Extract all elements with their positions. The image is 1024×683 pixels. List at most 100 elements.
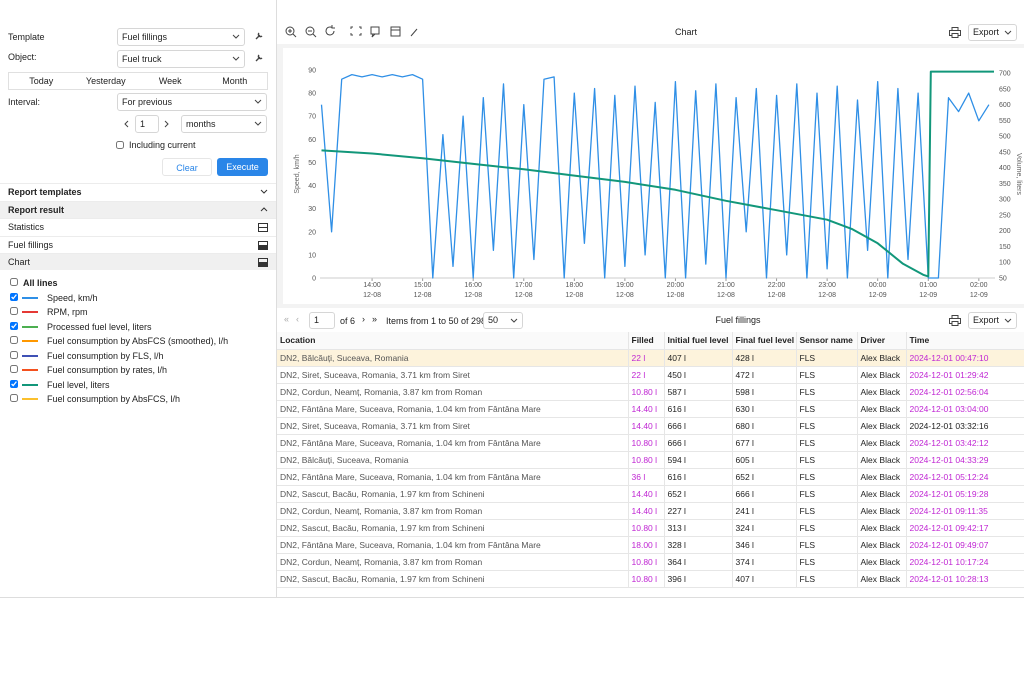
header-row: Location Filled Initial fuel level Final fu… [277,332,1024,350]
line-checkbox[interactable] [10,365,18,373]
settings-icon[interactable] [254,31,264,41]
table-row[interactable]: DN2, Cordun, Neamț, Romania, 3.87 km fro… [277,553,1024,571]
period-tab[interactable]: Yesterday [85,76,126,86]
clear-button[interactable]: Clear [162,158,212,176]
table-row[interactable]: DN2, Fântâna Mare, Suceava, Romania, 1.0… [277,468,1024,486]
print-icon[interactable] [949,315,961,326]
table-row[interactable]: DN2, Sascut, Bacău, Romania, 1.97 km fro… [277,570,1024,588]
line-checkbox[interactable] [10,292,18,301]
export-select[interactable]: Export [968,24,1017,41]
table-row[interactable]: DN2, Bălcăuți, Suceava, Romania 10.80 l 59… [277,451,1024,469]
print-icon[interactable] [949,27,961,38]
period-tab[interactable]: Today [29,76,54,86]
table-cell: 680 l [732,417,797,435]
prev-page[interactable]: ‹ [296,314,299,324]
table-cell: DN2, Siret, Suceava, Romania, 3.71 km fr… [277,417,629,435]
page-input[interactable]: 1 [309,312,335,329]
table-cell: FLS [796,400,858,418]
line-checkbox[interactable] [10,321,18,330]
table-row[interactable]: DN2, Fântâna Mare, Suceava, Romania, 1.0… [277,536,1024,554]
table-cell: 2024-12-01 09:11:35 [906,502,1024,520]
table-row[interactable]: DN2, Fântâna Mare, Suceava, Romania, 1.0… [277,400,1024,418]
table-cell: DN2, Fântâna Mare, Suceava, Romania, 1.0… [277,434,629,452]
y2-tick-label: 400 [999,165,1011,172]
export-select[interactable]: Export [968,312,1017,329]
section-header[interactable]: Report result [0,201,276,218]
execute-button[interactable]: Execute [217,158,268,176]
period-tab[interactable]: Month [222,76,248,86]
table-row[interactable]: DN2, Fântâna Mare, Suceava, Romania, 1.0… [277,434,1024,452]
result-row[interactable]: Chart [0,253,276,270]
line-swatch [22,296,38,299]
line-list: All lines Speed, km/h RPM, rpm Processed fu… [0,277,276,417]
object-value: Fuel truck [122,54,162,64]
table-cell: 2024-12-01 05:12:24 [906,468,1024,486]
table-row[interactable]: DN2, Bălcăuți, Suceava, Romania 22 l 407 l… [277,349,1024,367]
template-select[interactable]: Fuel fillings [117,28,245,46]
draw[interactable] [410,28,418,37]
table-row[interactable]: DN2, Sascut, Bacău, Romania, 1.97 km fro… [277,519,1024,537]
zoom-in[interactable] [285,26,297,38]
object-select[interactable]: Fuel truck [117,50,245,68]
reset-zoom[interactable] [325,25,335,36]
table-row[interactable]: DN2, Sascut, Bacău, Romania, 1.97 km fro… [277,485,1024,503]
line-checkbox[interactable] [10,307,18,315]
first-page[interactable]: « [284,314,290,324]
result-row[interactable]: Statistics [0,218,276,235]
increment[interactable] [164,120,170,128]
line-swatch [22,354,38,357]
table-cell: DN2, Cordun, Neamț, Romania, 3.87 km fro… [277,502,629,520]
line-checkbox[interactable] [10,336,18,344]
y-tick-label: 30 [308,206,316,213]
chevron [254,99,262,104]
table-body: DN2, Bălcăuți, Suceava, Romania 22 l 407 l… [277,349,1024,588]
per-page-select[interactable]: 50 [483,312,523,329]
next-page[interactable]: › [362,314,365,324]
table-title: Fuel fillings [715,315,761,325]
calendar[interactable] [390,26,401,37]
zoom-out[interactable] [305,26,317,38]
interval-select[interactable]: For previous [117,93,267,111]
settings-icon[interactable] [254,53,264,63]
table-cell: 227 l [664,502,733,520]
count-input[interactable]: 1 [135,115,159,133]
period-tabs: Today Yesterday Week Month [8,72,268,90]
table-row[interactable]: DN2, Siret, Suceava, Romania, 3.71 km fr… [277,366,1024,384]
select-area[interactable] [350,26,362,36]
line-swatch [22,311,38,313]
table-cell: Alex Black [857,519,907,537]
y2-tick-label: 600 [999,102,1011,109]
line-checkbox[interactable] [10,278,18,286]
y-tick-label: 80 [308,91,316,98]
result-row[interactable]: Fuel fillings [0,236,276,253]
period-tab[interactable]: Week [158,76,182,86]
x-tick-label: 00:00 12-09 [869,282,887,299]
table-cell: Alex Black [857,536,907,554]
y-axis-label: Speed, km/h [294,154,301,193]
table-cell: 2024-12-01 09:49:07 [906,536,1024,554]
table-cell: 677 l [732,434,797,452]
table-cell: Alex Black [857,366,907,384]
chart-icon [258,258,268,267]
decrement[interactable] [124,120,130,128]
table-cell: FLS [796,451,858,469]
line-name: Fuel consumption by AbsFCS (smoothed), l… [47,336,229,346]
column-header: Final fuel level [732,332,797,350]
y2-tick-label: 300 [999,197,1011,204]
table-row[interactable]: DN2, Siret, Suceava, Romania, 3.71 km fr… [277,417,1024,435]
app-frame [0,597,1024,598]
table-cell: DN2, Fântâna Mare, Suceava, Romania, 1.0… [277,536,629,554]
including-current-checkbox[interactable] [116,141,124,149]
annotate[interactable] [370,26,380,38]
line-checkbox[interactable] [10,379,18,388]
unit-select[interactable]: months [181,115,267,133]
template-label: Template [8,32,45,42]
section-header[interactable]: Report templates [0,183,276,200]
line-checkbox[interactable] [10,394,18,402]
table-cell: 10.80 l [628,519,665,537]
line-checkbox[interactable] [10,350,18,359]
table-row[interactable]: DN2, Cordun, Neamț, Romania, 3.87 km fro… [277,502,1024,520]
table-row[interactable]: DN2, Cordun, Neamț, Romania, 3.87 km fro… [277,383,1024,401]
table-cell: Alex Black [857,451,907,469]
last-page[interactable]: » [372,314,378,324]
